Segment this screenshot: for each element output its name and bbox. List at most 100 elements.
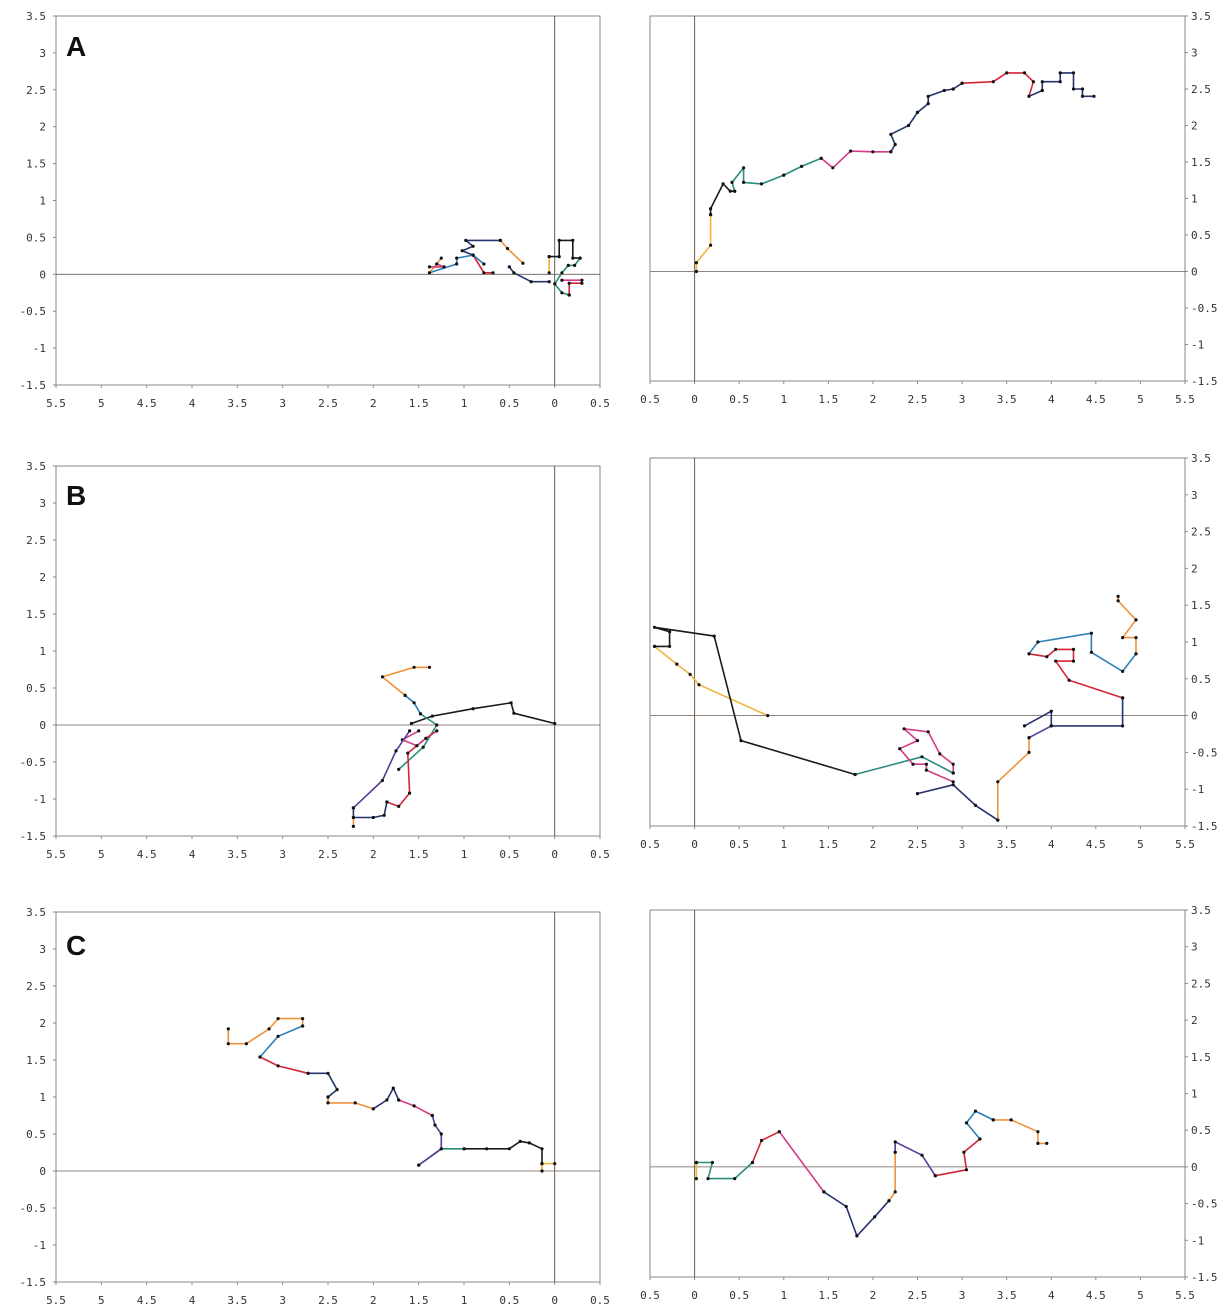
trajectory-segment-purple — [417, 1114, 443, 1166]
trajectory-point — [560, 271, 564, 275]
trajectory-point — [391, 1086, 395, 1090]
trajectory-point — [1121, 636, 1125, 640]
trajectory-point — [580, 278, 584, 282]
trajectory-point — [1054, 647, 1058, 652]
trajectory-point — [951, 783, 955, 787]
trajectory-point — [926, 730, 930, 734]
x-tick-label: 4.5 — [137, 397, 157, 410]
trajectory-point — [394, 749, 398, 753]
trajectory-point — [920, 755, 924, 759]
trajectory-point — [1071, 647, 1076, 652]
trajectory-point — [1080, 94, 1085, 98]
trajectory-point — [1027, 652, 1031, 656]
trajectory-point — [694, 1160, 699, 1165]
trajectory-point — [427, 271, 432, 275]
x-tick-label: 5.5 — [46, 1294, 66, 1307]
y-tick-label: 1 — [1191, 636, 1198, 649]
y-tick-label: 0.5 — [1191, 673, 1211, 686]
x-tick-label: 3 — [959, 838, 966, 851]
y-tick-label: 3 — [39, 497, 46, 510]
trajectory-point — [873, 1215, 877, 1219]
trajectory-point — [924, 768, 929, 772]
plot-frame — [55, 465, 601, 837]
x-tick-label: 0.5 — [590, 1294, 610, 1307]
trajectory-point — [750, 1160, 755, 1165]
x-tick-label: 4.5 — [1086, 1289, 1106, 1302]
trajectory-segment-yellow — [541, 1162, 556, 1172]
trajectory-point — [571, 256, 575, 260]
trajectory-point — [893, 1140, 897, 1144]
trajectory-point — [951, 87, 955, 91]
trajectory-point — [385, 1098, 389, 1102]
trajectory-point — [553, 721, 557, 726]
x-tick-label: 5.5 — [1175, 393, 1195, 406]
y-tick-label: 1 — [1191, 193, 1198, 206]
y-tick-label: 0 — [1191, 710, 1198, 723]
trajectory-point — [893, 1150, 897, 1154]
trajectory-point — [915, 739, 920, 743]
x-tick-label: 1.5 — [818, 838, 838, 851]
y-tick-label: 0.5 — [26, 1128, 46, 1141]
trajectory-point — [507, 1147, 511, 1151]
y-tick-label: 0 — [1191, 266, 1198, 279]
trajectory-segment-black — [709, 183, 736, 216]
x-tick-label: 0.5 — [729, 838, 749, 851]
x-tick-label: 2 — [870, 838, 877, 851]
trajectory-point — [371, 815, 375, 820]
trajectory-point — [351, 815, 355, 820]
trajectory-segment-navy — [1028, 72, 1095, 98]
y-tick-label: 3.5 — [26, 906, 46, 919]
trajectory-point — [915, 110, 920, 114]
trajectory-point — [455, 262, 459, 266]
trajectory-point — [509, 701, 513, 705]
x-tick-label: 2 — [870, 1289, 877, 1302]
trajectory-point — [435, 729, 439, 733]
trajectory-point — [408, 791, 412, 795]
trajectory-point — [1058, 80, 1062, 84]
trajectory-point — [898, 747, 902, 751]
trajectory-point — [418, 712, 423, 716]
trajectory-point — [926, 94, 930, 98]
chart-panel-a-right: 3.5 3 2.5 2 1.5 1 0.5 0 -0.5 -1 -1.5 0.5 0 0.5 1 1.5 2 2.… — [640, 10, 1217, 406]
trajectory-segment-red — [751, 1130, 781, 1164]
trajectory-point — [435, 262, 439, 266]
x-tick-label: 2.5 — [908, 1289, 928, 1302]
x-tick-label: 3.5 — [227, 1294, 247, 1307]
trajectory-point — [439, 256, 443, 260]
trajectory-point — [915, 792, 920, 796]
trajectory-point — [951, 771, 955, 775]
y-tick-label: -0.5 — [20, 1202, 47, 1215]
trajectory-point — [907, 123, 911, 128]
trajectory-point — [417, 1163, 421, 1167]
x-tick-label: 4 — [1048, 393, 1055, 406]
trajectory-point — [951, 780, 955, 784]
trajectory-point — [427, 665, 432, 669]
x-tick-label: 4.5 — [1086, 393, 1106, 406]
trajectory-segment-teal — [417, 1148, 465, 1166]
x-tick-label: 2.5 — [908, 393, 928, 406]
y-tick-label: 2.5 — [1191, 83, 1211, 96]
y-tick-label: -1 — [33, 793, 46, 806]
trajectory-point — [1022, 71, 1027, 75]
trajectory-point — [1134, 636, 1138, 640]
y-tick-label: 2.5 — [1191, 977, 1211, 990]
x-tick-label: 1.5 — [818, 1289, 838, 1302]
trajectory-segment-navy — [916, 88, 955, 114]
trajectory-point — [353, 1101, 357, 1105]
x-tick-label: 4 — [189, 848, 196, 861]
y-tick-label: -0.5 — [1191, 1198, 1218, 1211]
y-tick-label: 2.5 — [1191, 526, 1211, 539]
trajectory-point — [766, 714, 770, 718]
trajectory-point — [728, 189, 732, 193]
trajectory-point — [694, 269, 699, 274]
y-tick-label: 2 — [39, 571, 46, 584]
trajectory-point — [412, 1104, 416, 1108]
trajectory-point — [442, 265, 446, 269]
trajectory-point — [675, 662, 679, 666]
trajectory-point — [1009, 1118, 1013, 1122]
y-tick-label: -0.5 — [20, 305, 47, 318]
trajectory-point — [733, 189, 737, 193]
trajectory-point — [973, 803, 978, 808]
chart-panel-b-left: 3.5 3 2.5 2 1.5 1 0.5 0 -0.5 -1 -1.5 5.5 5 4.5 4 3.5 3 2.… — [20, 460, 610, 861]
plot-frame — [55, 15, 601, 386]
